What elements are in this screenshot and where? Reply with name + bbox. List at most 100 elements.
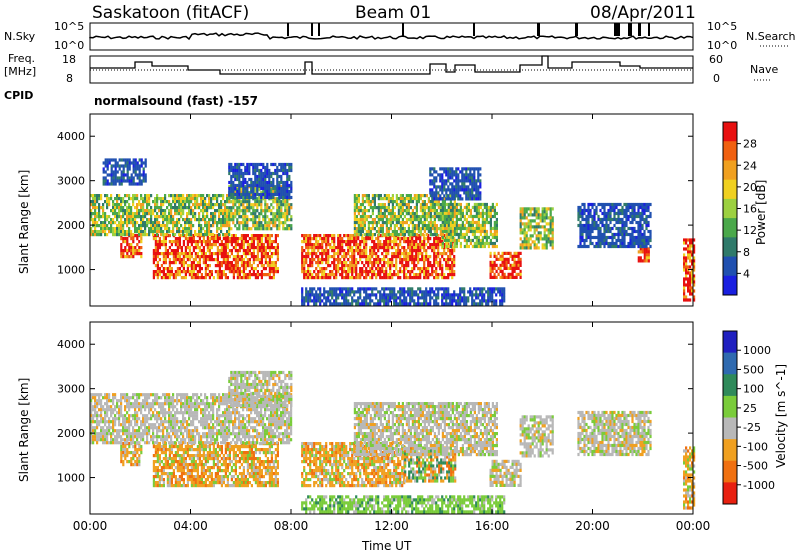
range-time-cell xyxy=(246,252,249,256)
range-time-cell xyxy=(537,222,540,226)
range-time-cell xyxy=(258,180,261,185)
range-time-cell xyxy=(248,249,251,253)
range-time-cell xyxy=(303,299,306,303)
range-time-cell xyxy=(355,270,358,274)
range-time-cell xyxy=(224,255,227,259)
range-time-cell xyxy=(643,220,646,225)
range-time-cell xyxy=(260,224,263,228)
range-time-cell xyxy=(108,215,111,219)
range-time-cell xyxy=(447,238,450,243)
range-time-cell xyxy=(603,202,606,207)
range-time-cell xyxy=(485,220,488,225)
range-time-cell xyxy=(278,186,281,191)
range-time-cell xyxy=(214,203,217,207)
range-time-cell xyxy=(343,258,346,262)
range-time-cell xyxy=(433,230,436,234)
range-time-cell xyxy=(130,221,133,225)
range-time-cell xyxy=(256,180,259,185)
range-time-cell xyxy=(441,211,444,216)
range-time-cell xyxy=(120,221,123,225)
range-time-cell xyxy=(637,202,640,207)
range-time-cell xyxy=(413,273,416,277)
range-time-cell xyxy=(282,224,285,228)
range-time-cell xyxy=(96,212,99,216)
range-time-cell xyxy=(377,246,380,250)
range-time-cell xyxy=(260,249,263,253)
range-time-cell xyxy=(439,267,442,271)
range-time-cell xyxy=(315,290,318,294)
range-time-cell xyxy=(204,200,207,204)
range-time-cell xyxy=(120,237,123,241)
range-time-cell xyxy=(280,185,283,189)
range-time-cell xyxy=(471,220,474,225)
range-time-cell xyxy=(427,224,430,228)
range-time-cell xyxy=(104,158,107,162)
range-time-cell xyxy=(94,227,97,231)
range-time-cell xyxy=(286,209,289,213)
range-time-cell xyxy=(152,273,155,277)
range-time-cell xyxy=(545,216,548,220)
range-time-cell xyxy=(260,261,263,265)
range-time-cell xyxy=(230,174,233,179)
range-time-cell xyxy=(541,225,544,229)
range-time-cell xyxy=(270,276,273,280)
range-time-cell xyxy=(367,233,370,237)
range-time-cell xyxy=(411,209,414,213)
range-time-cell xyxy=(579,211,582,216)
range-time-cell xyxy=(242,171,245,176)
range-time-cell xyxy=(693,244,696,248)
range-time-cell xyxy=(148,209,151,213)
range-time-cell xyxy=(383,264,386,268)
range-time-cell xyxy=(375,194,378,198)
range-time-cell xyxy=(609,244,612,249)
range-time-cell xyxy=(361,237,364,241)
range-time-cell xyxy=(92,200,95,204)
range-time-cell xyxy=(264,218,267,222)
range-time-cell xyxy=(429,227,432,231)
range-time-cell xyxy=(357,212,360,216)
range-time-cell xyxy=(333,287,336,291)
range-time-cell xyxy=(230,186,233,191)
range-time-cell xyxy=(691,274,694,278)
range-time-cell xyxy=(252,209,255,213)
range-time-cell xyxy=(637,250,640,254)
range-time-cell xyxy=(551,240,554,244)
range-time-cell xyxy=(264,174,267,179)
range-time-cell xyxy=(415,252,418,256)
range-time-cell xyxy=(547,216,550,220)
range-time-cell xyxy=(577,205,580,210)
range-time-cell xyxy=(419,209,422,213)
range-time-cell xyxy=(198,221,201,225)
range-time-cell xyxy=(192,234,195,238)
range-time-cell xyxy=(579,208,582,213)
range-time-cell xyxy=(401,252,404,256)
range-time-cell xyxy=(188,212,191,216)
range-time-cell xyxy=(451,208,454,213)
range-time-cell xyxy=(142,215,145,219)
range-time-cell xyxy=(443,211,446,216)
range-time-cell xyxy=(196,218,199,222)
range-time-cell xyxy=(156,203,159,207)
range-time-cell xyxy=(509,266,512,270)
range-time-cell xyxy=(240,203,243,207)
range-time-cell xyxy=(276,224,279,228)
range-time-cell xyxy=(371,212,374,216)
range-time-cell xyxy=(162,276,165,280)
range-time-cell xyxy=(110,221,113,225)
range-time-cell xyxy=(551,243,554,247)
range-time-cell xyxy=(236,174,239,179)
range-time-cell xyxy=(625,244,628,249)
range-time-cell xyxy=(361,261,364,265)
range-time-cell xyxy=(463,217,466,222)
range-time-cell xyxy=(361,255,364,259)
range-time-cell xyxy=(329,270,332,274)
range-time-cell xyxy=(385,276,388,280)
range-time-cell xyxy=(172,194,175,198)
range-time-cell xyxy=(198,249,201,253)
range-time-cell xyxy=(192,224,195,228)
range-time-cell xyxy=(194,218,197,222)
range-time-cell xyxy=(381,197,384,201)
range-time-cell xyxy=(198,227,201,231)
range-time-cell xyxy=(359,258,362,262)
range-time-cell xyxy=(613,202,616,207)
